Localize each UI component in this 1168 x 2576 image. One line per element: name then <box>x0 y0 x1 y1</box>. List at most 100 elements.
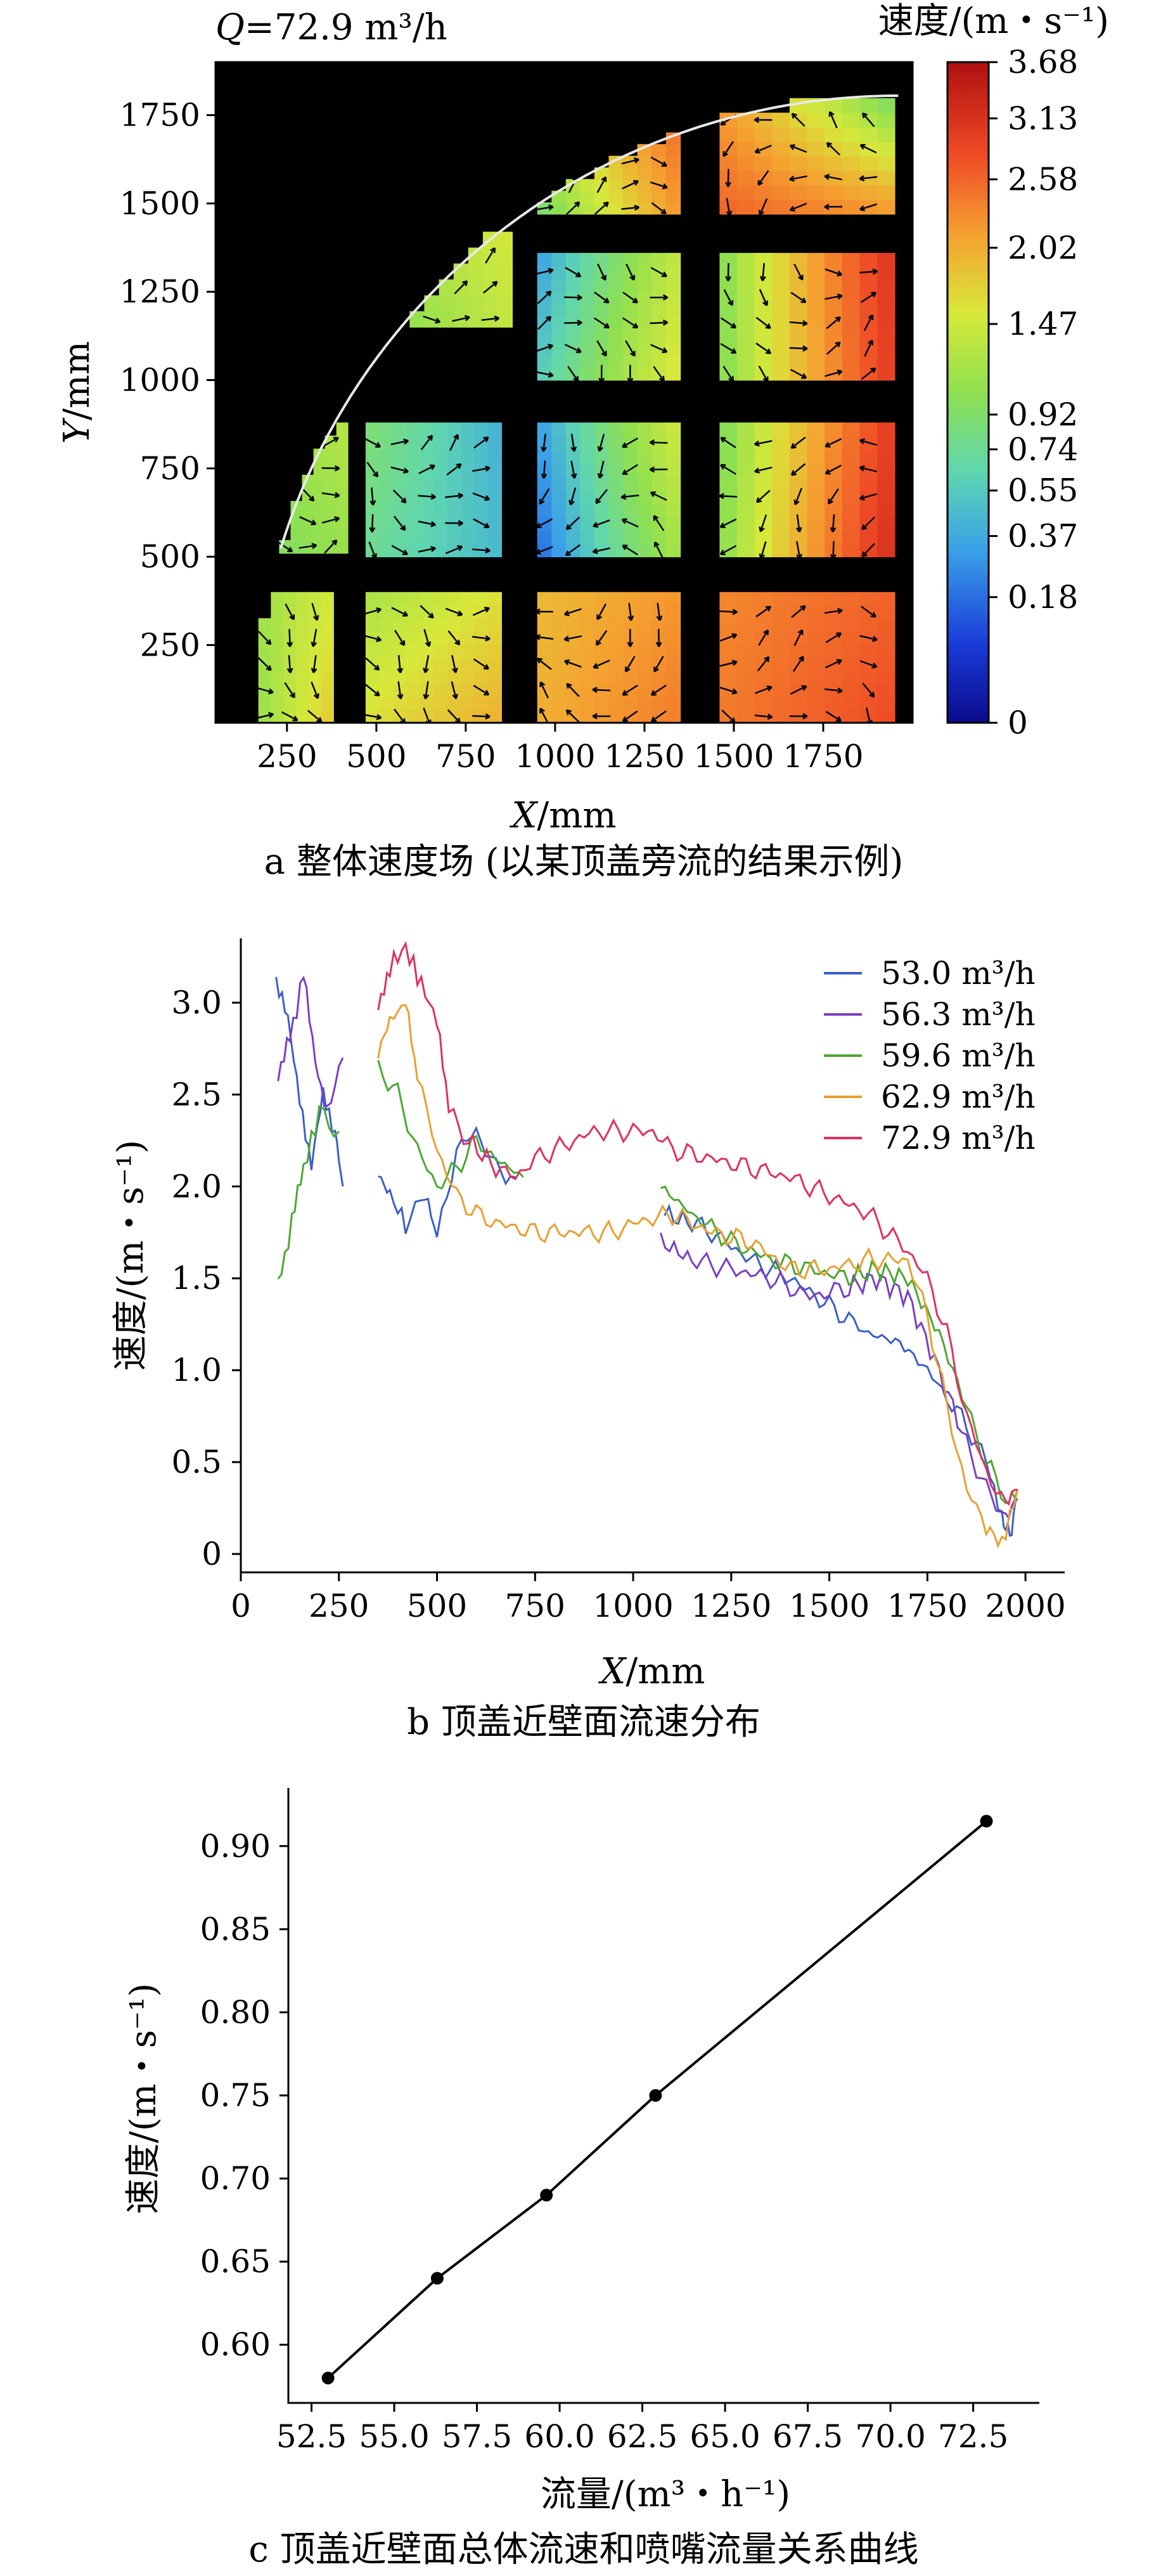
velocity-cell <box>665 683 681 697</box>
panel-b-series <box>275 941 1019 1548</box>
velocity-cell <box>772 503 790 517</box>
velocity-cell <box>772 489 790 504</box>
velocity-cell <box>308 618 322 632</box>
velocity-cell <box>623 592 638 606</box>
velocity-vector <box>794 488 803 505</box>
series-line <box>377 941 1018 1506</box>
velocity-cell <box>807 543 825 557</box>
velocity-vector-head <box>632 323 639 329</box>
velocity-vector-head <box>632 297 638 304</box>
velocity-cell <box>295 709 309 723</box>
velocity-cell <box>594 304 610 317</box>
velocity-vector-head <box>731 688 738 695</box>
velocity-cell <box>789 503 808 517</box>
velocity-cell <box>637 489 652 504</box>
velocity-vector-head <box>802 320 808 327</box>
velocity-cell <box>608 644 624 658</box>
velocity-cell <box>406 605 421 619</box>
velocity-cell <box>487 422 502 437</box>
velocity-cell <box>551 449 567 463</box>
velocity-vector-head <box>290 692 295 699</box>
velocity-vector <box>621 206 639 210</box>
velocity-cell <box>433 516 448 531</box>
velocity-cell <box>565 252 581 266</box>
velocity-vector-head <box>859 438 865 444</box>
velocity-cell <box>580 278 595 292</box>
velocity-cell <box>772 631 790 645</box>
velocity-cell <box>420 422 434 437</box>
velocity-vector-head <box>483 664 489 670</box>
colorbar-tick-label: 1.47 <box>1008 306 1078 342</box>
velocity-cell <box>551 367 567 381</box>
velocity-cell <box>842 199 861 215</box>
velocity-cell <box>737 156 755 171</box>
velocity-vector-head <box>601 176 607 183</box>
velocity-vector-head <box>653 515 659 521</box>
velocity-vector <box>790 436 806 449</box>
velocity-cell <box>807 112 825 128</box>
velocity-vector <box>363 635 382 641</box>
velocity-cell <box>313 527 326 541</box>
velocity-cell <box>379 529 394 544</box>
velocity-cell <box>406 529 421 544</box>
velocity-cell <box>637 644 652 658</box>
velocity-cell <box>565 476 581 491</box>
velocity-vector-head <box>563 635 570 642</box>
velocity-cell <box>807 171 825 186</box>
velocity-vector-head <box>722 151 729 157</box>
velocity-vector-head <box>566 683 572 689</box>
velocity-cell <box>392 503 407 517</box>
velocity-cell <box>406 462 421 477</box>
velocity-cell <box>754 184 773 200</box>
velocity-cell <box>737 644 755 658</box>
series-line <box>277 975 344 1108</box>
velocity-vector <box>418 547 436 553</box>
x-tick-label: 65.0 <box>690 2418 760 2455</box>
velocity-cell <box>461 618 475 632</box>
velocity-cell <box>580 354 595 368</box>
velocity-cell <box>608 670 624 684</box>
velocity-cell <box>461 683 475 697</box>
velocity-cell <box>461 631 475 645</box>
velocity-cell <box>537 618 553 632</box>
velocity-vector <box>311 681 319 699</box>
velocity-vector <box>397 681 402 699</box>
velocity-cell <box>754 304 773 317</box>
velocity-cell <box>392 592 407 606</box>
velocity-cell <box>406 449 421 463</box>
velocity-cell <box>580 592 595 606</box>
velocity-cell <box>551 304 567 317</box>
velocity-vector <box>622 684 638 696</box>
velocity-cell <box>608 266 624 279</box>
velocity-cell <box>877 696 895 711</box>
velocity-cell <box>406 422 421 437</box>
velocity-cell <box>537 670 553 684</box>
velocity-vector <box>311 602 318 621</box>
velocity-vector-head <box>859 175 865 182</box>
velocity-vector-head <box>861 551 868 557</box>
velocity-vector-head <box>601 351 607 357</box>
velocity-cell <box>623 252 638 266</box>
velocity-cell <box>754 449 773 463</box>
velocity-cell <box>842 503 861 517</box>
velocity-cell <box>497 247 513 264</box>
velocity-cell <box>487 503 502 517</box>
velocity-cell <box>406 657 421 671</box>
velocity-vector-head <box>313 693 319 699</box>
velocity-cell <box>433 709 448 723</box>
x-tick-label: 55.0 <box>359 2418 429 2455</box>
velocity-cell <box>807 436 825 450</box>
velocity-vector <box>593 659 610 669</box>
velocity-cell <box>594 278 610 292</box>
velocity-cell <box>842 543 861 557</box>
velocity-cell <box>406 644 421 658</box>
x-tick-label: 500 <box>346 738 406 775</box>
velocity-cell <box>737 367 755 381</box>
velocity-cell <box>474 592 489 606</box>
x-tick-label: 0 <box>231 1588 251 1624</box>
velocity-vector <box>862 682 875 697</box>
velocity-vector-head <box>427 434 433 441</box>
velocity-vector <box>473 518 490 528</box>
velocity-vector-head <box>464 314 470 321</box>
velocity-cell <box>447 503 461 517</box>
